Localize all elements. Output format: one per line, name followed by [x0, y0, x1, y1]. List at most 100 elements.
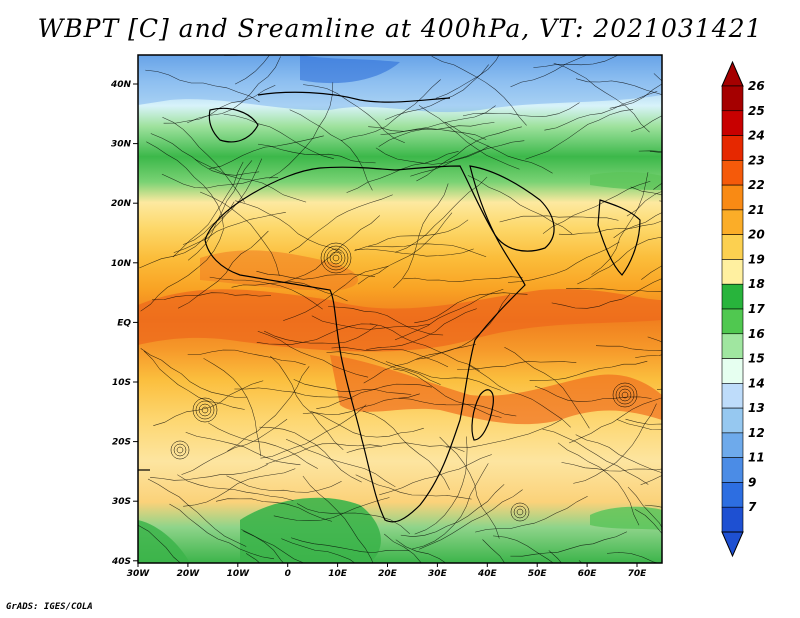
vortex-ring	[201, 406, 209, 414]
vortex-ring	[615, 385, 635, 405]
lat-tick-label: 30N	[111, 140, 132, 150]
colorbar-label: 11	[748, 451, 765, 465]
streamline	[393, 183, 449, 289]
lat-tick-label: 30S	[112, 497, 131, 507]
colorbar-swatch	[721, 259, 744, 285]
streamline	[641, 265, 662, 280]
streamline	[533, 55, 619, 68]
streamline	[161, 173, 279, 189]
colorbar-swatch	[721, 209, 744, 235]
streamline	[542, 181, 651, 234]
streamline	[326, 351, 441, 385]
streamline	[199, 191, 280, 276]
streamline	[375, 145, 490, 165]
streamline	[400, 484, 505, 537]
streamline	[203, 358, 261, 457]
streamlines	[138, 55, 662, 563]
streamline	[259, 426, 362, 483]
colorbar-swatch	[721, 85, 744, 112]
streamline	[151, 292, 272, 301]
streamline	[446, 419, 562, 448]
lat-tick-label: 20N	[111, 199, 132, 209]
streamline	[139, 201, 235, 269]
colorbar-swatch	[721, 407, 744, 434]
vortex-ring	[329, 251, 343, 265]
vortex-ring	[192, 397, 218, 423]
streamline	[395, 539, 447, 563]
streamline	[380, 105, 496, 135]
colorbar-label: 15	[748, 352, 765, 366]
lon-tick-label: 30W	[127, 569, 151, 579]
colorbar-swatch	[721, 506, 744, 533]
colorbar-swatch	[721, 135, 744, 161]
lon-tick-label: 20E	[378, 569, 398, 579]
streamline	[369, 323, 480, 371]
streamline	[393, 368, 502, 418]
streamline	[577, 237, 662, 285]
streamline	[285, 439, 396, 488]
vortex-ring	[326, 248, 346, 268]
streamline	[475, 495, 588, 533]
streamline	[627, 486, 662, 529]
streamline	[331, 346, 449, 368]
streamline	[270, 355, 344, 451]
streamline	[354, 219, 469, 252]
streamline	[209, 135, 324, 169]
streamline	[609, 83, 662, 109]
streamline	[235, 200, 342, 254]
longitude-ticks: 30W 20W 10W 0 10E 20E 30E 40E 50E 60E 70E	[127, 563, 647, 579]
streamline	[431, 55, 527, 126]
streamline	[379, 454, 492, 496]
streamline	[591, 172, 649, 275]
streamline	[634, 508, 662, 534]
streamline	[173, 212, 286, 253]
streamline	[293, 379, 412, 395]
vortex-ring	[170, 440, 190, 460]
streamline	[504, 346, 590, 429]
streamline	[467, 175, 573, 235]
streamline	[143, 350, 245, 410]
streamline	[140, 348, 248, 398]
streamline	[418, 489, 523, 550]
colorbar-swatch	[721, 383, 744, 409]
streamline	[215, 498, 332, 522]
streamline	[656, 388, 662, 390]
streamline	[394, 288, 504, 341]
streamline	[510, 55, 588, 88]
streamline	[566, 288, 662, 292]
streamline	[260, 404, 367, 459]
streamline	[138, 525, 181, 563]
streamline	[281, 538, 356, 563]
streamline	[269, 82, 334, 179]
streamline	[529, 360, 648, 381]
lat-tick-label: 40S	[111, 557, 131, 567]
lat-tick-label: 10N	[111, 259, 132, 269]
streamline	[482, 539, 505, 563]
streamline	[414, 436, 468, 535]
streamline	[534, 385, 652, 402]
streamline	[553, 62, 650, 133]
lon-tick-label: 50E	[528, 569, 548, 579]
streamline	[182, 158, 263, 245]
streamline	[493, 535, 554, 563]
colorbar-label: 9	[748, 475, 756, 489]
streamline	[606, 552, 659, 563]
colorbar-label: 25	[748, 104, 765, 118]
vortex-ring	[320, 242, 352, 274]
colorbar-swatch	[721, 234, 744, 260]
streamline	[181, 418, 288, 475]
colorbar-swatch	[721, 283, 744, 310]
vortex-ring	[332, 254, 340, 262]
streamline	[169, 503, 275, 560]
streamline	[525, 109, 634, 160]
streamline	[613, 212, 662, 239]
streamline	[302, 475, 374, 563]
streamline	[282, 215, 380, 284]
streamline	[224, 55, 248, 56]
credit-label: GrADS: IGES/COLA	[6, 602, 93, 612]
streamline	[177, 474, 294, 501]
streamline	[194, 159, 307, 203]
streamline	[418, 105, 520, 170]
streamline	[227, 366, 310, 452]
streamline	[208, 422, 318, 469]
